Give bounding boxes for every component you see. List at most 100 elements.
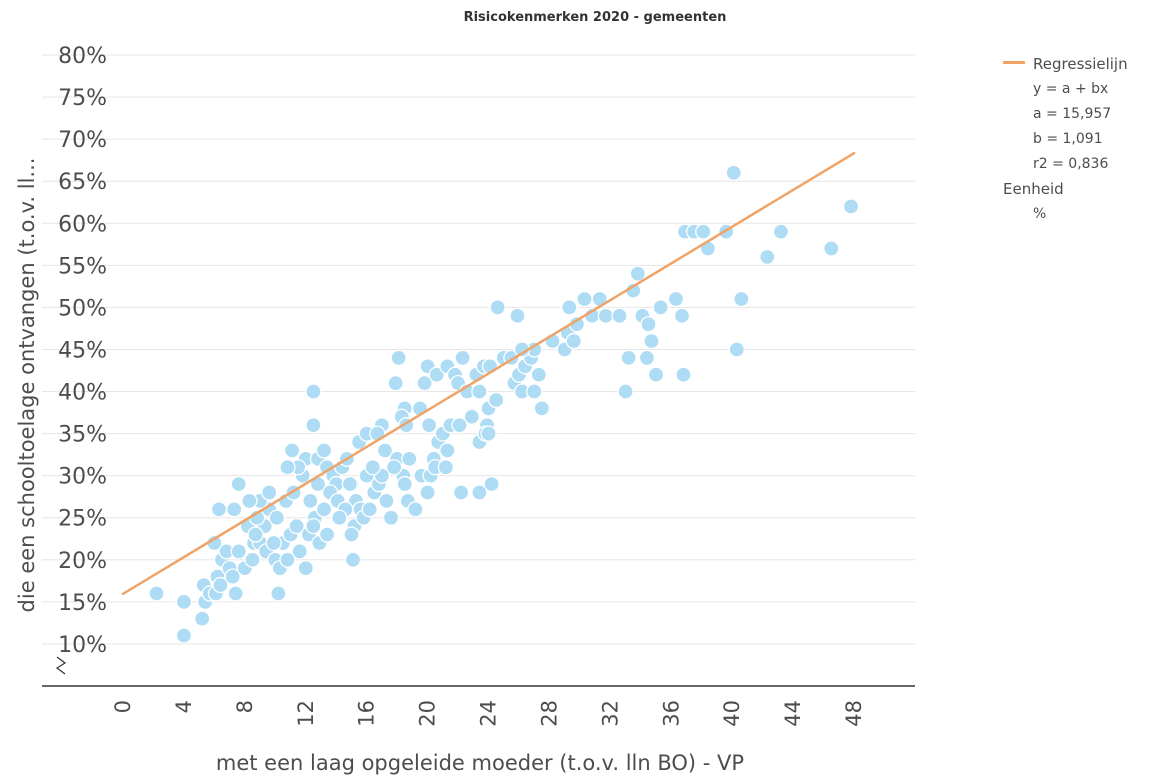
data-point[interactable] [210, 501, 228, 518]
data-point[interactable] [452, 484, 470, 501]
data-point[interactable] [407, 501, 424, 518]
data-point[interactable] [565, 332, 582, 350]
data-point[interactable] [561, 299, 578, 316]
data-point[interactable] [227, 585, 244, 602]
data-point[interactable] [315, 442, 333, 459]
data-point[interactable] [212, 576, 229, 594]
data-point[interactable] [439, 442, 456, 459]
data-point[interactable] [244, 551, 261, 568]
data-point[interactable] [270, 585, 287, 602]
data-point[interactable] [387, 374, 404, 392]
data-point[interactable] [341, 475, 359, 493]
data-point[interactable] [268, 509, 285, 526]
data-point[interactable] [643, 332, 660, 350]
data-point[interactable] [288, 517, 305, 535]
data-point[interactable] [489, 299, 506, 316]
data-point[interactable] [390, 349, 407, 367]
data-point[interactable] [343, 526, 360, 543]
data-point[interactable] [667, 290, 685, 308]
data-point[interactable] [437, 459, 455, 476]
data-point[interactable] [471, 383, 488, 400]
data-point[interactable] [318, 526, 336, 543]
data-point[interactable] [638, 349, 656, 367]
data-point[interactable] [488, 391, 505, 409]
data-point[interactable] [675, 366, 692, 383]
data-point[interactable] [733, 290, 750, 308]
data-point[interactable] [823, 240, 840, 257]
data-point[interactable] [297, 560, 314, 577]
y-tick-label: 45% [58, 338, 107, 363]
data-point[interactable] [509, 307, 526, 324]
grid-lines [42, 54, 915, 645]
data-point[interactable] [673, 307, 691, 324]
data-point[interactable] [842, 198, 860, 215]
data-point[interactable] [283, 442, 301, 459]
data-point[interactable] [759, 248, 776, 266]
data-point[interactable] [148, 585, 165, 602]
data-point[interactable] [463, 408, 480, 425]
data-point[interactable] [454, 349, 471, 367]
data-point[interactable] [241, 492, 258, 510]
data-point[interactable] [369, 425, 386, 442]
data-point[interactable] [725, 164, 742, 181]
data-point[interactable] [279, 551, 296, 568]
data-point[interactable] [315, 501, 333, 518]
data-point[interactable] [364, 459, 381, 476]
x-tick-labels: 0 4 8 12 16 20 24 28 32 36 40 44 48 [111, 700, 866, 727]
data-point[interactable] [419, 484, 436, 501]
data-point[interactable] [194, 610, 211, 627]
data-point[interactable] [617, 383, 634, 400]
data-point[interactable] [305, 417, 322, 434]
data-point[interactable] [533, 400, 550, 417]
data-point[interactable] [331, 509, 348, 526]
data-point[interactable] [526, 383, 543, 400]
data-point[interactable] [471, 484, 488, 501]
data-point[interactable] [396, 475, 413, 493]
data-point[interactable] [382, 509, 400, 526]
data-point[interactable] [378, 492, 395, 510]
data-point[interactable] [344, 551, 362, 568]
data-point[interactable] [420, 417, 438, 434]
data-point[interactable] [302, 492, 319, 510]
data-point[interactable] [226, 501, 243, 518]
data-point[interactable] [428, 366, 445, 383]
data-point[interactable] [401, 450, 418, 467]
data-point[interactable] [483, 475, 500, 493]
data-point[interactable] [597, 307, 614, 324]
data-point[interactable] [230, 475, 247, 493]
x-tick-label: 0 [111, 700, 135, 713]
legend-unit-label: Eenheid [1003, 180, 1064, 198]
data-point[interactable] [265, 534, 282, 552]
data-point[interactable] [175, 627, 193, 644]
legend-item-regression[interactable]: Regressielijn [1003, 52, 1128, 77]
data-point[interactable] [772, 223, 790, 240]
data-point[interactable] [305, 517, 322, 535]
data-point[interactable] [416, 374, 433, 392]
data-point[interactable] [620, 349, 637, 367]
data-point[interactable] [175, 593, 193, 611]
data-point[interactable] [247, 526, 264, 543]
data-point[interactable] [305, 383, 322, 400]
y-tick-label: 75% [58, 86, 107, 111]
data-point[interactable] [279, 459, 296, 476]
data-point[interactable] [361, 501, 378, 518]
data-point[interactable] [261, 484, 278, 501]
data-point[interactable] [291, 543, 308, 560]
data-point[interactable] [451, 417, 468, 434]
data-point[interactable] [385, 459, 403, 476]
data-point[interactable] [647, 366, 665, 383]
data-point[interactable] [230, 543, 247, 560]
data-point[interactable] [629, 265, 646, 282]
data-point[interactable] [530, 366, 547, 383]
data-point[interactable] [576, 290, 593, 308]
x-tick-label: 4 [172, 700, 196, 713]
data-point[interactable] [611, 307, 628, 324]
data-point[interactable] [695, 223, 712, 240]
data-point[interactable] [224, 568, 241, 585]
regression-swatch-icon [1003, 61, 1025, 64]
data-point[interactable] [376, 442, 394, 459]
data-point[interactable] [480, 425, 497, 442]
data-point[interactable] [652, 299, 669, 316]
data-point[interactable] [728, 341, 745, 358]
data-point[interactable] [640, 316, 657, 333]
